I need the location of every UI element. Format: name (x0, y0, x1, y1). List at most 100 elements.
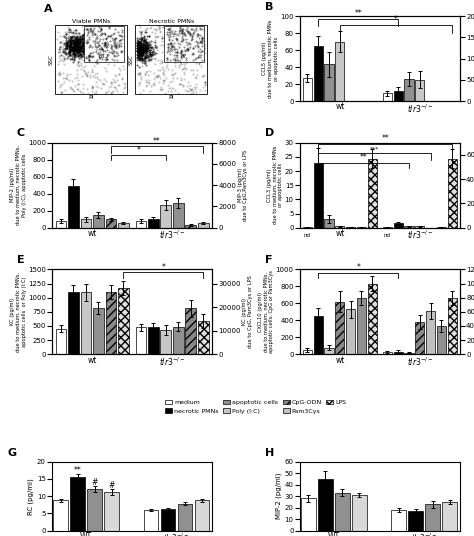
Point (120, 79, 128, 87)
Point (151, 41, 158, 49)
Point (91, 36, 99, 44)
Point (86, 47, 93, 55)
Point (112, 44, 119, 53)
Point (150, 48, 157, 56)
Point (144, 40, 152, 49)
Point (134, 45, 142, 54)
Point (173, 22, 181, 31)
Point (146, 76, 153, 84)
Point (176, 21, 184, 30)
Point (66, 35, 73, 43)
Point (136, 69, 144, 78)
Point (135, 41, 143, 50)
Point (176, 55, 183, 63)
Point (147, 51, 155, 60)
Point (58, 79, 65, 88)
Point (67, 46, 74, 55)
Point (87, 38, 95, 46)
Point (135, 46, 142, 54)
Point (75, 38, 83, 47)
Point (201, 80, 209, 88)
Point (75, 47, 83, 56)
Point (133, 61, 141, 69)
Point (147, 22, 155, 31)
Point (111, 36, 119, 45)
Bar (178, 504, 192, 531)
Point (111, 26, 119, 34)
Point (67, 43, 74, 52)
Point (71, 36, 78, 44)
Point (75, 41, 82, 50)
Point (99, 50, 107, 58)
Point (63, 41, 71, 50)
Point (85, 56, 92, 64)
Point (91, 29, 99, 38)
Point (74, 38, 82, 46)
Point (193, 65, 201, 74)
Point (74, 85, 82, 93)
Point (62, 50, 70, 59)
Point (138, 54, 146, 63)
Point (138, 47, 146, 55)
Point (158, 62, 166, 71)
Point (155, 66, 162, 75)
Point (135, 46, 143, 55)
Point (197, 57, 205, 65)
Point (146, 23, 154, 32)
Point (74, 42, 82, 51)
Point (166, 38, 173, 47)
Point (84, 44, 92, 53)
Point (177, 29, 185, 38)
Point (108, 43, 115, 52)
Point (181, 46, 189, 54)
Point (138, 40, 146, 48)
Point (155, 21, 163, 30)
Point (187, 29, 194, 38)
Bar (93, 308, 104, 354)
Point (85, 34, 93, 42)
Point (177, 54, 185, 63)
Bar (325, 347, 334, 354)
Point (189, 44, 197, 53)
Point (66, 39, 74, 47)
Point (83, 31, 91, 39)
Point (78, 44, 86, 53)
Point (134, 49, 142, 57)
Point (95, 41, 103, 49)
Point (76, 49, 84, 57)
Point (65, 43, 73, 51)
Point (173, 23, 181, 32)
Point (63, 44, 71, 53)
Point (56, 83, 64, 92)
Point (64, 28, 71, 36)
Point (72, 38, 79, 47)
Point (159, 78, 167, 87)
Bar (404, 226, 414, 228)
Point (64, 50, 71, 58)
Point (67, 34, 74, 42)
Point (134, 46, 141, 55)
Point (88, 28, 96, 37)
Point (142, 50, 149, 59)
Point (70, 41, 78, 49)
Point (164, 34, 171, 42)
Point (137, 44, 145, 53)
Point (180, 42, 188, 51)
Point (135, 39, 143, 47)
Point (164, 43, 172, 52)
Point (66, 44, 74, 53)
Point (146, 50, 154, 58)
Point (75, 51, 82, 59)
Point (181, 50, 188, 58)
Point (75, 57, 82, 65)
Point (74, 39, 82, 47)
Point (76, 53, 83, 61)
Point (70, 39, 78, 47)
Point (137, 49, 145, 58)
Point (141, 56, 148, 65)
Point (138, 55, 146, 63)
Point (100, 39, 108, 47)
Point (166, 24, 173, 33)
Point (95, 37, 103, 46)
Point (189, 32, 196, 41)
